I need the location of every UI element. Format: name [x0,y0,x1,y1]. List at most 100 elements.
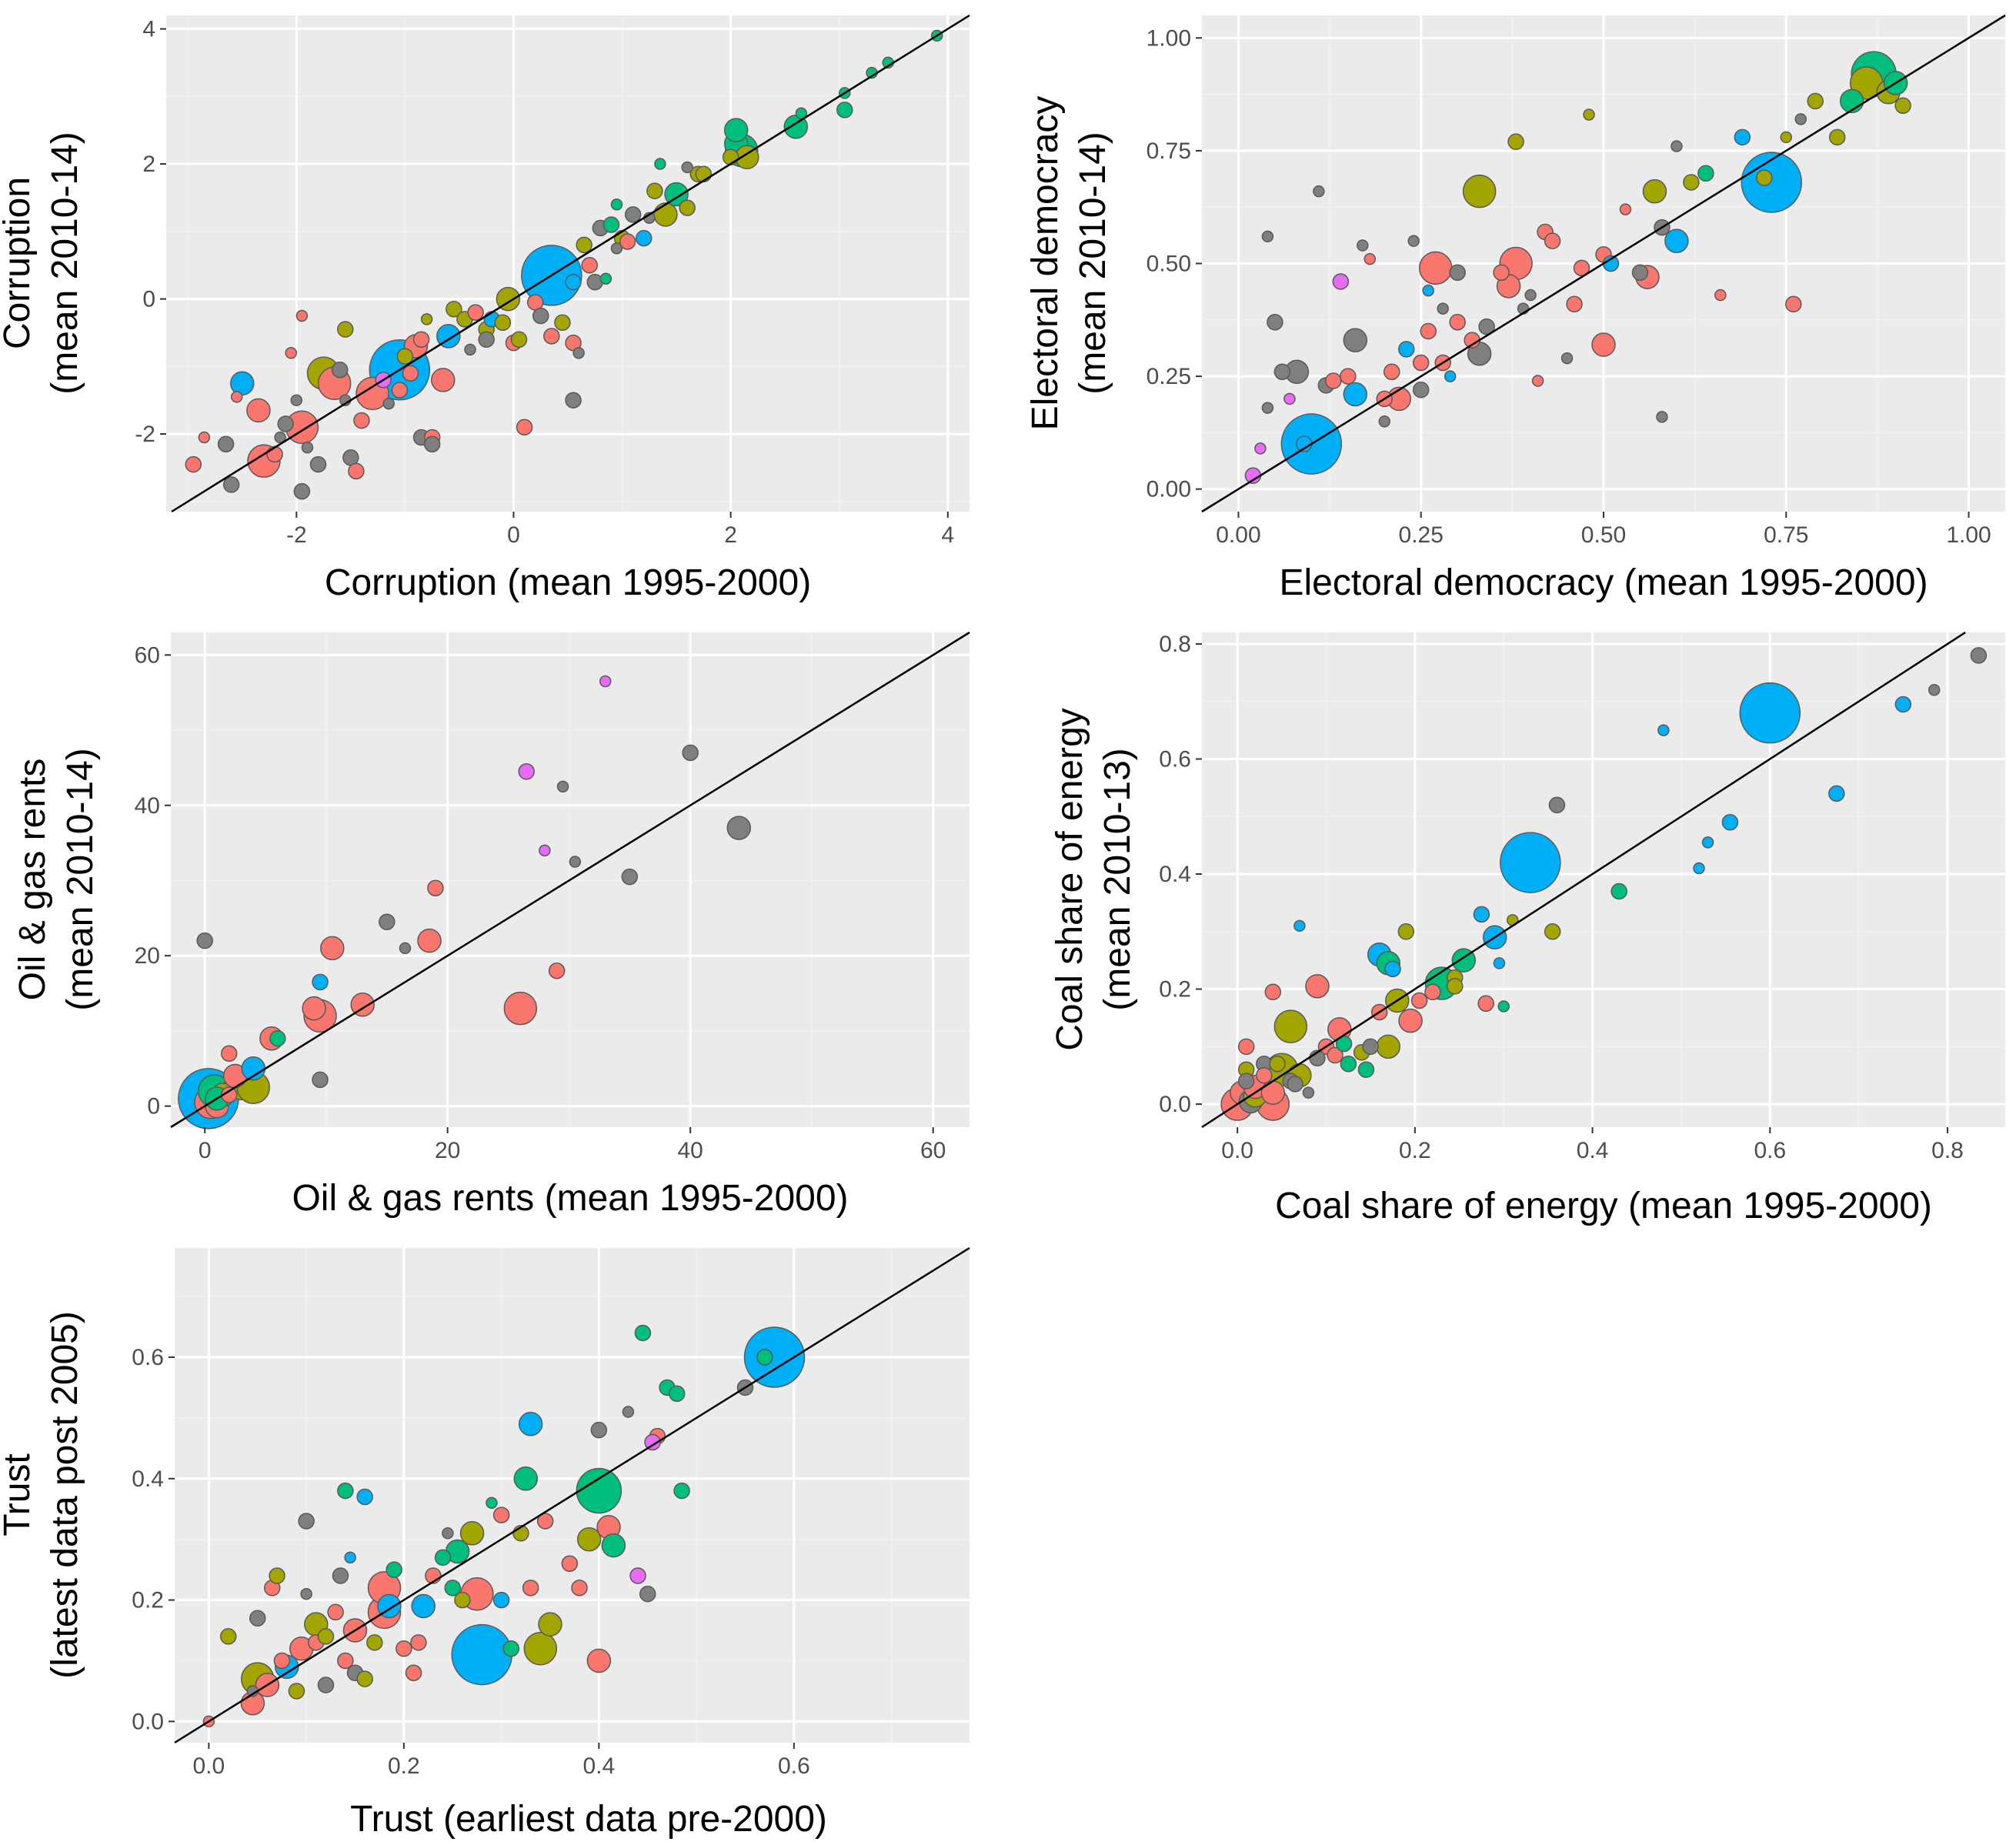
data-point [1343,328,1368,352]
data-point [496,286,521,312]
data-point [1340,1056,1357,1073]
data-point [1261,230,1274,243]
data-point [1560,352,1574,365]
data-point [386,1561,402,1578]
data-point [285,347,297,359]
gridlines [1202,632,2005,1127]
data-point [636,229,653,247]
y-axis-ticks: 0.0 0.2 0.4 0.6 [132,1345,175,1734]
data-point [572,347,585,359]
x-axis-ticks: 0.0 0.2 0.4 0.6 [193,1743,810,1779]
data-point [337,1652,354,1670]
data-point [1894,696,1912,713]
data-point [288,1683,305,1700]
data-point [464,343,476,356]
data-point [1507,133,1524,150]
x-axis-ticks: -2 0 2 4 [286,512,954,548]
data-point [1657,724,1670,736]
scatter-points [178,675,752,1129]
x-tick-label: 0.25 [1399,522,1444,548]
data-point [320,936,345,961]
data-point [1693,862,1705,875]
data-point [1807,92,1824,110]
y-axis-ticks: 0 20 40 60 [135,642,171,1119]
reference-line [170,631,970,1129]
data-point [442,1527,454,1540]
data-point [382,397,395,410]
data-point [348,462,365,480]
data-point [1462,174,1497,209]
data-point [410,1634,427,1651]
data-point [518,763,535,780]
data-point [312,973,329,991]
data-point [1313,185,1325,198]
data-point [1493,957,1506,969]
data-point [1273,1009,1308,1043]
data-point [621,868,639,886]
data-point [1383,363,1400,380]
y-tick-label: 40 [135,793,160,819]
data-point [619,233,636,250]
panel-oil-gas: 0 20 40 60 0 20 40 60 Oil & gas rents (mean 19… [12,631,970,1219]
y-tick-label: 0.0 [132,1709,164,1734]
data-point [1357,239,1369,252]
data-point [723,118,749,142]
data-point [1701,836,1714,849]
y-axis-title-line-1: Oil & gas rents [12,759,53,1001]
data-point [576,1467,622,1514]
data-point [301,441,314,454]
data-point [1237,1073,1255,1089]
data-point [1756,169,1773,186]
x-tick-label: 0.8 [1931,1138,1964,1163]
data-point [539,844,551,857]
data-point [312,1071,329,1089]
data-point [431,368,456,392]
data-point [486,1496,498,1510]
data-point [569,856,582,868]
data-point [1340,368,1357,385]
data-point [503,991,538,1026]
y-tick-label: 0.6 [1159,746,1191,772]
data-point [673,1482,690,1500]
x-tick-label: 1.00 [1946,522,1991,548]
data-point [1287,1076,1303,1093]
x-tick-label: -2 [286,522,307,548]
data-point [1412,381,1430,399]
data-point [646,182,663,199]
data-point [1332,273,1350,290]
data-point [331,361,349,379]
data-point [1261,402,1274,414]
data-point [576,236,592,254]
x-tick-label: 40 [677,1138,703,1163]
data-point [1671,140,1683,152]
data-point [1656,411,1668,423]
data-point [502,1640,520,1657]
data-point [402,365,419,382]
data-point [1970,647,1988,664]
x-axis-title: Corruption (mean 1995-2000) [325,562,811,603]
data-point [548,962,566,979]
data-point [459,1521,485,1546]
data-point [1407,235,1420,247]
data-point [1739,682,1801,744]
x-axis-ticks: 0.0 0.2 0.4 0.6 0.8 [1221,1127,1964,1163]
data-point [222,476,240,493]
data-point [1269,1056,1286,1073]
data-point [1260,1080,1286,1105]
x-tick-label: 0.00 [1216,522,1260,548]
data-point [1828,785,1845,802]
y-tick-label: 0.25 [1147,364,1191,389]
data-point [196,932,213,949]
data-point [538,1612,562,1636]
data-point [332,1567,349,1584]
reference-line [1201,14,2006,513]
reference-line [171,14,970,513]
x-tick-label: 0 [507,522,520,548]
data-point [1497,1000,1510,1013]
data-point [353,412,370,429]
data-point [682,744,699,762]
data-point [1305,974,1330,999]
data-point [1362,1038,1379,1056]
x-axis-ticks: 0 20 40 60 [199,1127,946,1163]
data-point [1741,152,1803,213]
